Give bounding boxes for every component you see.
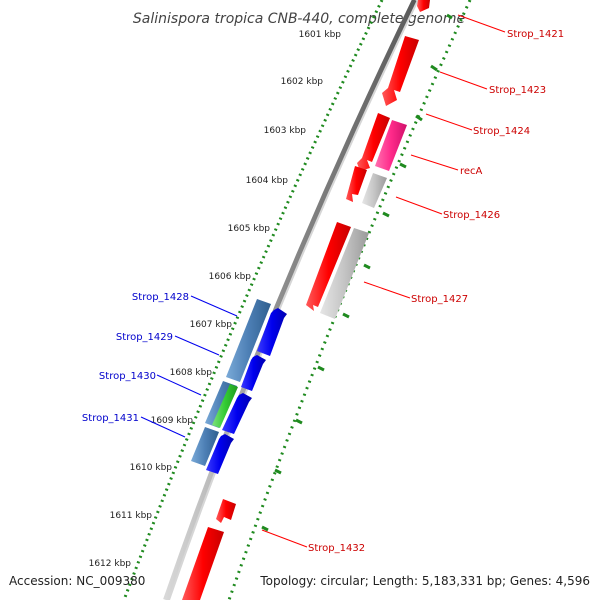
- gene-label[interactable]: Strop_1431: [82, 413, 139, 424]
- ruler-label: 1611 kbp: [110, 511, 153, 521]
- reverse-gene-labels: Strop_1428 Strop_1429 Strop_1430 Strop_1…: [82, 292, 189, 424]
- ruler-label: 1606 kbp: [209, 272, 252, 282]
- gene-label[interactable]: Strop_1428: [132, 292, 189, 303]
- ruler-label: 1607 kbp: [190, 320, 233, 330]
- gene-strop-1427a: [306, 222, 351, 311]
- ruler-label: 1608 kbp: [170, 368, 213, 378]
- ruler-label: 1610 kbp: [130, 463, 173, 473]
- gene-strop-1421: [417, 0, 430, 12]
- gene-label[interactable]: Strop_1424: [473, 126, 530, 137]
- ruler-ticks: [261, 13, 453, 532]
- ruler-label: 1612 kbp: [89, 559, 132, 569]
- gene-reca: [375, 120, 407, 171]
- genome-backbone-highlight: [168, 0, 419, 600]
- ruler-label: 1601 kbp: [299, 30, 342, 40]
- gene-strop-1429b: [241, 355, 266, 391]
- gene-label[interactable]: recA: [460, 166, 483, 177]
- inner-ruler-line: [227, 0, 472, 600]
- map-title: Salinispora tropica CNB-440, complete ge…: [133, 11, 465, 27]
- forward-gene-labels: Strop_1421 Strop_1423 Strop_1424 recA St…: [308, 29, 564, 554]
- gene-strop-1431b: [206, 434, 234, 474]
- forward-label-connectors: [261, 14, 506, 548]
- gene-strop-1430b: [222, 393, 252, 434]
- genome-backbone: [163, 0, 418, 600]
- gene-label[interactable]: Strop_1423: [489, 85, 546, 96]
- forward-genes: [182, 0, 430, 600]
- gene-label[interactable]: Strop_1421: [507, 29, 564, 40]
- gene-strop-1432: [182, 527, 224, 600]
- gene-strop-1431: [191, 427, 219, 466]
- gene-strop-1422: [382, 36, 419, 106]
- ruler-labels: 1601 kbp 1602 kbp 1603 kbp 1604 kbp 1605…: [89, 30, 342, 569]
- reverse-genes: [191, 299, 287, 474]
- gene-strop-1432a: [216, 499, 236, 523]
- gene-strop-1430: [212, 384, 238, 428]
- accession-text: Accession: NC_009380: [9, 574, 146, 588]
- ruler-label: 1605 kbp: [228, 224, 271, 234]
- ruler-label: 1602 kbp: [281, 77, 324, 87]
- gene-label[interactable]: Strop_1427: [411, 294, 468, 305]
- gene-label[interactable]: Strop_1426: [443, 210, 500, 221]
- gene-label[interactable]: Strop_1430: [99, 371, 156, 382]
- topology-text: Topology: circular; Length: 5,183,331 bp…: [260, 574, 590, 588]
- gene-strop-1423: [357, 113, 390, 171]
- gene-strop-1428b: [257, 308, 287, 356]
- gene-label[interactable]: Strop_1429: [116, 332, 173, 343]
- ruler-label: 1603 kbp: [264, 126, 307, 136]
- ruler-label: 1604 kbp: [246, 176, 289, 186]
- gene-strop-1428: [226, 299, 271, 382]
- reverse-label-connectors: [140, 295, 238, 438]
- gene-strop-1426: [362, 173, 387, 208]
- gene-label[interactable]: Strop_1432: [308, 543, 365, 554]
- ruler-label: 1609 kbp: [151, 416, 194, 426]
- gene-strop-1427: [320, 228, 369, 319]
- gene-strop-1424: [346, 166, 367, 202]
